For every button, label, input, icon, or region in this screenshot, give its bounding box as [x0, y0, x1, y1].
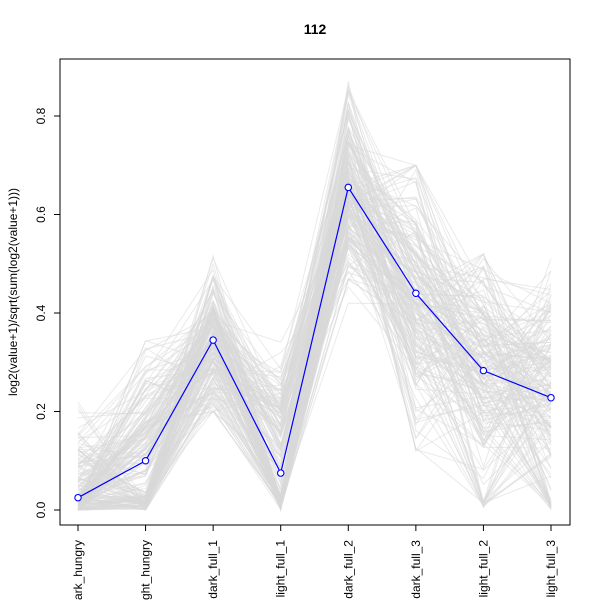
x-tick-label: light_full_2 [476, 540, 490, 598]
main-series [74, 183, 555, 502]
y-tick-label: 0.6 [34, 206, 48, 223]
x-axis: ark_hungry ght_hungry dark_full_1 light_ful… [71, 524, 558, 600]
background-line [77, 184, 552, 511]
y-tick-label: 0.4 [34, 304, 48, 321]
data-point [547, 393, 555, 402]
x-tick-label: light_full_1 [274, 540, 288, 598]
background-line [77, 126, 552, 507]
data-point [412, 289, 420, 298]
data-point [344, 183, 353, 192]
y-tick-label: 0.2 [34, 403, 48, 420]
x-tick-label: dark_full_1 [206, 540, 220, 599]
data-point [479, 366, 488, 375]
y-tick-label: 0.0 [34, 501, 48, 518]
background-line [77, 246, 552, 509]
y-tick-label: 0.8 [34, 107, 48, 124]
background-line [77, 196, 552, 504]
data-point [276, 469, 285, 477]
background-line [77, 129, 552, 498]
x-tick-label: light_full_3 [544, 540, 558, 598]
x-tick-label: dark_full_3 [409, 540, 423, 599]
series-line [77, 185, 552, 499]
background-line [77, 155, 552, 511]
x-tick-label: dark_full_2 [341, 540, 355, 599]
background-line [77, 278, 552, 509]
background-line [77, 81, 552, 511]
background-line [77, 164, 552, 510]
background-line [77, 174, 552, 498]
y-axis: 0.0 0.2 0.4 0.6 0.8 [34, 107, 61, 518]
background-lines [77, 81, 552, 512]
background-line [77, 230, 552, 508]
background-line [77, 146, 552, 502]
data-point [141, 456, 150, 465]
x-tick-label: ark_hungry [71, 540, 85, 600]
data-point [209, 336, 217, 344]
data-point [74, 493, 82, 502]
background-line [77, 88, 552, 507]
background-line [77, 201, 552, 506]
background-line [77, 148, 552, 502]
background-line [77, 88, 552, 510]
chart-title: 112 [304, 21, 327, 37]
y-axis-label: log2(value+1)/sqrt(sum(log2(value+1))) [6, 188, 20, 396]
background-line [77, 100, 552, 507]
background-line [77, 219, 552, 511]
background-line [77, 243, 552, 497]
x-tick-label: ght_hungry [139, 540, 153, 600]
